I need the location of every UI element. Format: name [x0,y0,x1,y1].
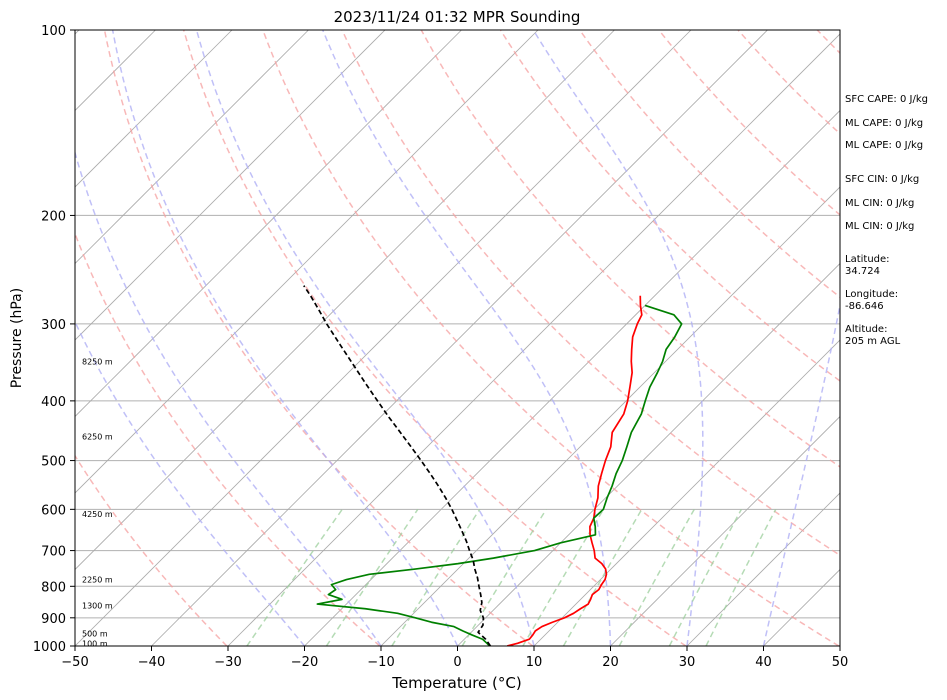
parcel-path-line [303,285,492,646]
isotherm [75,30,462,418]
dry-adiabat [75,231,381,646]
x-tick-label: 30 [679,655,696,670]
isotherm [610,415,840,646]
height-label: 500 m [82,630,108,639]
x-tick-label: 0 [453,655,461,670]
x-axis-label: Temperature (°C) [391,674,521,692]
sfc-cape-text: SFC CAPE: 0 J/kg [845,94,928,105]
isotherm [75,30,309,265]
y-tick-label: 200 [41,209,66,224]
y-tick-label: 900 [41,612,66,627]
isotherm [151,30,768,646]
ml-cin-text-2: ML CIN: 0 J/kg [845,221,914,232]
isotherm [380,186,840,646]
isotherm [686,492,840,646]
mixing-ratio-line [618,508,695,646]
longitude-value: -86.646 [845,301,884,312]
x-tick-label: 40 [755,655,772,670]
isotherm [75,30,386,341]
x-tick-label: −20 [291,655,318,670]
mixing-ratio-line [668,508,742,646]
isotherm [75,30,539,494]
y-tick-label: 300 [41,318,66,333]
sfc-cin-text: SFC CIN: 0 J/kg [845,174,919,185]
chart-title: 2023/11/24 01:32 MPR Sounding [334,8,581,26]
ml-cin-text: ML CIN: 0 J/kg [845,198,914,209]
dry-adiabat [103,30,534,646]
isotherm [75,30,692,646]
height-label: 2250 m [82,576,113,585]
y-axis-label: Pressure (hPa) [9,288,25,388]
y-tick-label: 600 [41,503,66,518]
dry-adiabat [182,30,687,646]
dewpoint-line [316,304,683,646]
dry-adiabat [75,454,228,646]
annotation-panel: SFC CAPE: 0 J/kg ML CAPE: 0 J/kg ML CAPE… [845,94,928,347]
moist-adiabat [195,30,535,646]
height-label: 8250 m [82,357,113,366]
background-reference-lines [75,30,840,646]
mixing-ratio-line [705,508,777,646]
x-tick-label: −30 [214,655,241,670]
isotherm [304,109,840,646]
mixing-ratio-line [325,508,419,646]
temperature-line [507,295,643,646]
latitude-value: 34.724 [845,266,880,277]
x-tick-label: 20 [602,655,619,670]
y-tick-label: 100 [41,24,66,39]
height-label: 4250 m [82,510,113,519]
mixing-ratio-line [562,508,643,646]
mixing-ratio-line [391,508,481,646]
y-tick-label: 400 [41,395,66,410]
height-label: 100 m [82,639,108,648]
moist-adiabat [762,301,840,646]
y-tick-label: 1000 [33,640,66,655]
axes: −50 −40 −30 −20 −10 0 10 20 30 40 50 1000 900 800 700 6… [33,24,848,670]
moist-adiabat [75,150,382,646]
altitude-value: 205 m AGL [845,336,901,347]
dry-adiabat [341,30,840,557]
plot-frame [74,29,841,647]
mixing-ratio-line [522,508,605,646]
y-tick-label: 700 [41,545,66,560]
longitude-label: Longitude: [845,289,898,300]
isotherm [75,30,615,571]
x-tick-label: −50 [61,655,88,670]
y-tick-label: 800 [41,580,66,595]
isotherm [75,30,233,188]
x-tick-label: 50 [832,655,849,670]
ml-cape-text: ML CAPE: 0 J/kg [845,118,923,129]
height-label: 1300 m [82,602,113,611]
mixing-ratio-line [246,508,343,646]
mixing-ratio-line [461,508,547,646]
x-tick-label: −10 [367,655,394,670]
sounding-profiles [303,285,683,646]
moist-adiabat [111,30,459,646]
isotherm [227,33,840,646]
y-tick-label: 500 [41,455,66,470]
moist-adiabat [532,30,704,646]
isotherm [533,339,840,646]
altitude-label: Altitude: [845,324,887,335]
moist-adiabat [322,30,612,646]
dry-adiabat [579,30,840,299]
ml-cape-text-2: ML CAPE: 0 J/kg [845,140,923,151]
latitude-label: Latitude: [845,254,890,265]
dry-adiabat [262,30,840,646]
x-tick-label: 10 [526,655,543,670]
height-label: 6250 m [82,433,113,442]
x-tick-label: −40 [138,655,165,670]
